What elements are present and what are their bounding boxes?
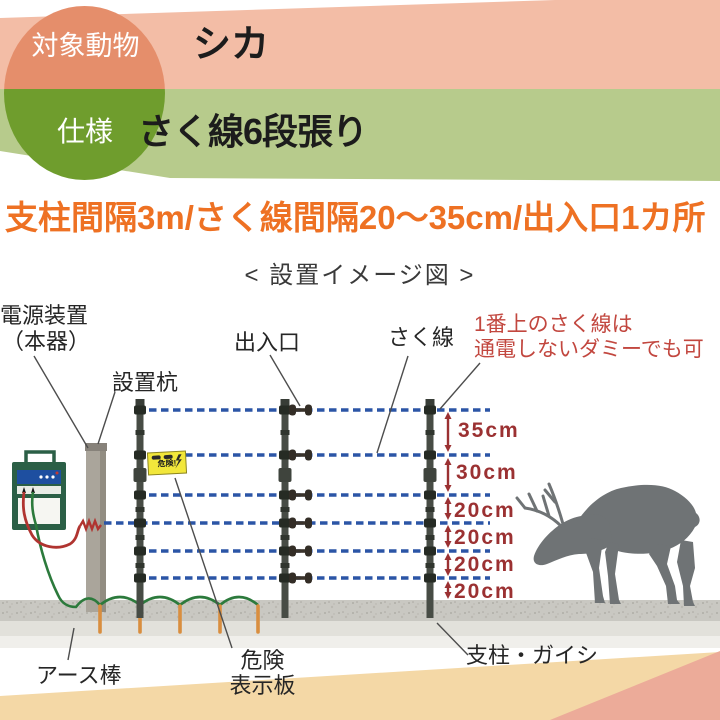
leader-power-unit <box>33 355 89 449</box>
diagram-heading: < 設置イメージ図 > <box>244 262 476 289</box>
header-badge-circle <box>4 6 165 180</box>
ground <box>0 600 720 648</box>
tan-corner-band <box>0 652 720 720</box>
dummy-note-line2: 通電しないダミーでも可 <box>474 338 704 361</box>
installation-diagram <box>0 354 720 720</box>
spec-summary-line: 支柱間隔3m/さく線間隔20〜35cm/出入口1カ所 <box>5 199 706 236</box>
danger-sign-label-line2: 表示板 <box>229 673 296 698</box>
measurement-20cm-1: 20cm <box>454 499 516 522</box>
insulator-knobs <box>134 405 436 583</box>
power-unit-label-line2: （本器） <box>2 329 91 354</box>
leader-earth-rod <box>67 627 75 661</box>
leader-fence-wire <box>376 355 409 454</box>
hot-wire <box>21 491 82 549</box>
post-joints <box>135 430 435 568</box>
stake-label: 設置杭 <box>112 370 179 395</box>
danger-sign-label-line1: 危険 <box>240 648 285 673</box>
power-unit-label-line1: 電源装置 <box>0 303 89 328</box>
lightning-icon <box>175 454 182 469</box>
badge-top-half <box>4 6 165 89</box>
measurement-35cm: 35cm <box>458 419 520 442</box>
target-animal-value: シカ <box>193 24 270 66</box>
measurement-20cm-4: 20cm <box>454 580 516 603</box>
target-animal-tag: 対象動物 <box>31 31 140 61</box>
gate-handles <box>289 404 312 584</box>
leader-gate <box>269 354 301 407</box>
measurement-arrows <box>444 412 452 599</box>
gate-label: 出入口 <box>234 330 301 355</box>
dummy-note-line1: 1番上のさく線は <box>474 313 633 336</box>
measurement-20cm-3: 20cm <box>454 553 516 576</box>
badge-bottom-half <box>4 89 165 180</box>
leader-stake <box>97 391 116 445</box>
post-insulator-label: 支柱・ガイシ <box>466 643 599 668</box>
danger-sign <box>146 450 188 476</box>
leader-lines <box>33 354 481 661</box>
leader-dummy-note <box>439 362 481 410</box>
wooden-stake <box>85 443 107 612</box>
measurement-30cm: 30cm <box>456 461 518 484</box>
leader-danger-sign <box>174 477 233 649</box>
fence-posts <box>133 399 437 618</box>
deer-antlers <box>515 482 565 528</box>
spec-value: さく線6段張り <box>138 111 368 152</box>
power-unit-display <box>17 470 61 484</box>
measurement-20cm-2: 20cm <box>454 526 516 549</box>
hot-wire-coil <box>78 517 102 533</box>
fence-wire-label: さく線 <box>388 325 455 350</box>
spec-tag: 仕様 <box>56 116 113 147</box>
leader-post-insulator <box>436 622 469 656</box>
power-unit <box>12 450 66 530</box>
deer-silhouette <box>515 482 700 606</box>
pink-corner-triangle <box>550 651 720 720</box>
earth-rod-label: アース棒 <box>36 663 122 688</box>
